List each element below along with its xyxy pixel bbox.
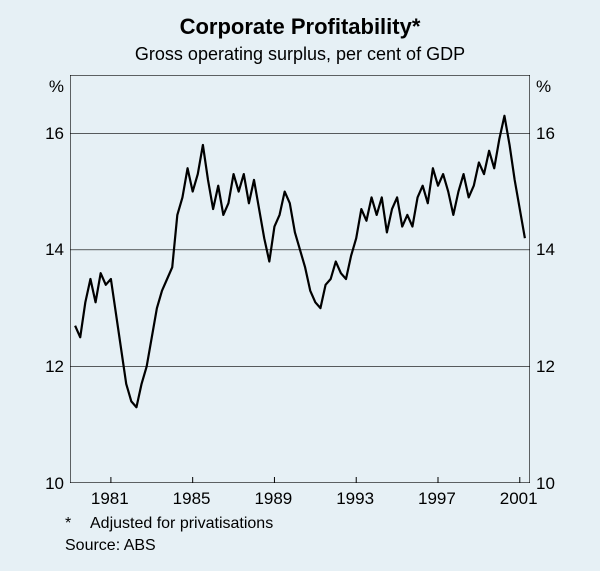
ytick-right-16: 16 bbox=[536, 124, 555, 144]
xtick-1989: 1989 bbox=[254, 489, 292, 509]
ytick-right-14: 14 bbox=[536, 240, 555, 260]
chart-container: Corporate Profitability* Gross operating… bbox=[0, 0, 600, 571]
ytick-left-16: 16 bbox=[45, 124, 64, 144]
footnote-text: Adjusted for privatisations bbox=[90, 515, 273, 533]
ytick-right-12: 12 bbox=[536, 357, 555, 377]
xtick-1997: 1997 bbox=[418, 489, 456, 509]
y-unit-right: % bbox=[536, 77, 551, 97]
ytick-left-10: 10 bbox=[45, 474, 64, 494]
source-label: Source: ABS bbox=[65, 537, 156, 555]
ytick-left-12: 12 bbox=[45, 357, 64, 377]
y-unit-left: % bbox=[49, 77, 64, 97]
ytick-right-10: 10 bbox=[536, 474, 555, 494]
plot-area bbox=[70, 75, 530, 483]
chart-subtitle: Gross operating surplus, per cent of GDP bbox=[0, 44, 600, 65]
xtick-1993: 1993 bbox=[336, 489, 374, 509]
xtick-1981: 1981 bbox=[91, 489, 129, 509]
data-line bbox=[75, 116, 525, 407]
chart-title: Corporate Profitability* bbox=[0, 14, 600, 40]
ytick-left-14: 14 bbox=[45, 240, 64, 260]
xtick-2001: 2001 bbox=[500, 489, 538, 509]
xtick-1985: 1985 bbox=[173, 489, 211, 509]
footnote-marker: * bbox=[65, 515, 71, 533]
chart-svg bbox=[70, 75, 530, 483]
